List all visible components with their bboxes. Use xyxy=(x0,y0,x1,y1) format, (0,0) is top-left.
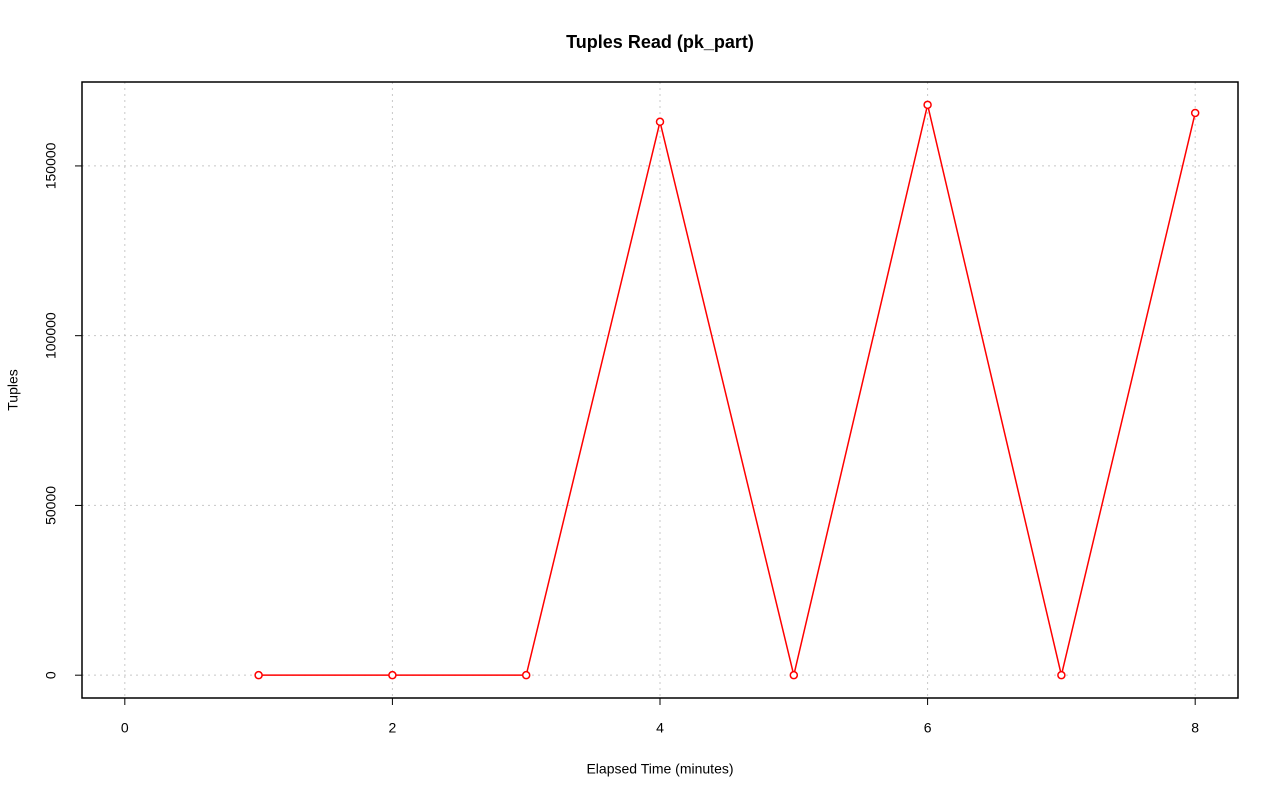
x-tick-label: 6 xyxy=(924,720,932,736)
y-axis-label: Tuples xyxy=(5,369,21,411)
data-point xyxy=(789,670,799,680)
x-tick-label: 0 xyxy=(121,720,129,736)
plot-frame xyxy=(81,81,1239,699)
x-axis-label: Elapsed Time (minutes) xyxy=(586,761,733,777)
data-point xyxy=(254,670,263,680)
y-tick-label: 0 xyxy=(43,671,59,679)
data-point xyxy=(1190,108,1200,118)
y-tick-label: 100000 xyxy=(43,312,59,359)
x-tick-label: 8 xyxy=(1191,720,1199,736)
y-tick-label: 50000 xyxy=(43,486,59,525)
chart-title: Tuples Read (pk_part) xyxy=(566,32,754,52)
data-point xyxy=(1057,670,1066,680)
data-point xyxy=(521,670,531,680)
x-tick-label: 2 xyxy=(389,720,397,736)
series-line xyxy=(258,104,1196,676)
y-tick-label: 150000 xyxy=(43,142,59,189)
data-point xyxy=(388,670,397,680)
x-tick-label: 4 xyxy=(656,720,664,736)
data-point xyxy=(655,117,665,127)
data-point xyxy=(923,100,932,110)
